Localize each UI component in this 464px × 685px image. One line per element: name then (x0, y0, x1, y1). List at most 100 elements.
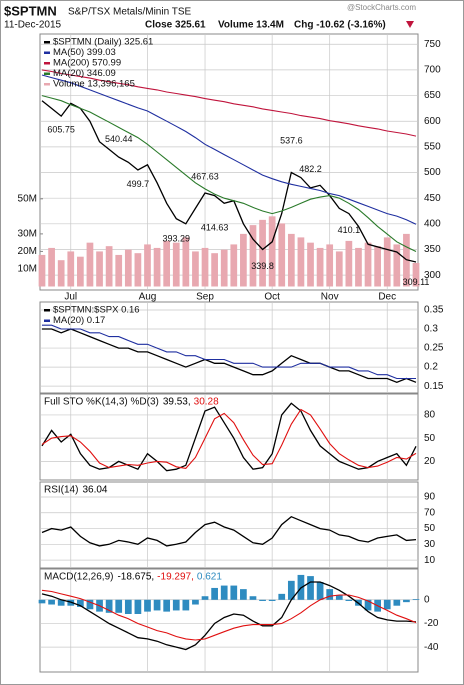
y-tick-label: 350 (424, 244, 441, 255)
price-annotation: 540.44 (105, 134, 133, 144)
panel-frame (39, 568, 419, 673)
bar (316, 247, 324, 287)
bar (383, 237, 391, 287)
panel-title: MACD(12,26,9) (44, 572, 113, 583)
bar (211, 253, 218, 287)
legend-entry: MA(50) 399.03 (53, 47, 116, 58)
y2-tick-label: 20M (18, 246, 37, 257)
bar (38, 599, 46, 604)
bar (326, 589, 334, 600)
legend-swatch (44, 83, 50, 86)
bar (307, 242, 314, 287)
bar (192, 251, 199, 287)
bar (144, 599, 151, 612)
bar (364, 242, 372, 287)
price-annotation: 339.8 (251, 261, 274, 271)
series-line (42, 324, 416, 380)
legend-entry: -19.297, (157, 572, 194, 583)
y-tick-label: 300 (424, 270, 441, 281)
x-tick-label: Jul (64, 292, 77, 303)
bar (403, 599, 410, 603)
series-line (41, 95, 417, 252)
bar (278, 593, 286, 600)
y2-tick-label: 30M (18, 229, 37, 240)
close: Close 325.61 (145, 20, 206, 31)
down-arrow (406, 21, 414, 28)
y-tick-label: 400 (424, 218, 441, 229)
bar (105, 599, 113, 613)
x-tick-label: Nov (321, 292, 339, 303)
y-tick-label: 20 (424, 456, 436, 467)
y-tick-label: 50 (424, 523, 436, 534)
bar (172, 599, 180, 611)
series-line (41, 408, 417, 469)
series-line (41, 69, 417, 137)
bar (163, 599, 171, 612)
y-tick-label: 0.35 (424, 305, 444, 316)
y-tick-label: 650 (424, 90, 441, 101)
bar (393, 244, 401, 287)
legend-swatch (44, 41, 50, 44)
price-annotation: 309.11 (403, 277, 430, 287)
panel-frame (39, 393, 419, 481)
panel-title: RSI(14) (44, 485, 78, 496)
bar (124, 249, 132, 287)
legend-swatch (44, 319, 50, 322)
legend-entry: $SPTMN:$SPX 0.16 (53, 305, 140, 316)
bar (335, 595, 343, 600)
series-line (41, 515, 417, 547)
bar (86, 599, 94, 610)
panel-frame (39, 301, 419, 394)
y-tick-label: 70 (424, 507, 436, 518)
bar (201, 596, 209, 600)
y-tick-label: 0.15 (424, 381, 444, 392)
bar (355, 247, 362, 287)
bar (335, 251, 343, 287)
price-annotation: 393.29 (162, 234, 190, 244)
y-tick-label: 10 (424, 555, 436, 566)
bar (316, 582, 324, 600)
legend-entry: MA(200) 570.99 (53, 58, 121, 69)
bar (57, 599, 65, 606)
price-annotation: 410.1 (338, 225, 361, 235)
bar (240, 233, 247, 287)
bar (412, 262, 420, 287)
y-tick-label: 80 (424, 410, 436, 421)
x-tick-label: Dec (378, 292, 396, 303)
bar (182, 599, 190, 611)
bar (220, 249, 228, 287)
legend-entry: 36.04 (82, 485, 107, 496)
bar (86, 242, 94, 287)
bar (345, 599, 353, 601)
bar (249, 596, 257, 600)
price-annotation: 537.6 (280, 136, 303, 146)
y-tick-label: 600 (424, 116, 441, 127)
legend-entry: 39.53, (163, 397, 191, 408)
watermark: @StockCharts.com (347, 3, 416, 12)
volume: Volume 13.4M (218, 20, 284, 31)
change: Chg -10.62 (-3.16%) (294, 20, 386, 31)
bar (163, 240, 171, 287)
legend-entry: $SPTMN (Daily) 325.61 (53, 37, 153, 48)
x-tick-label: Sep (196, 292, 214, 303)
legend-swatch (44, 62, 50, 65)
bar (383, 599, 391, 610)
price-annotation: 499.7 (127, 179, 150, 189)
y-tick-label: -20 (424, 618, 439, 629)
bar (297, 237, 305, 287)
y-tick-label: 750 (424, 39, 441, 50)
price-annotation: 414.63 (201, 223, 229, 233)
security-name: S&P/TSX Metals/Minin TSE (68, 7, 192, 18)
bar (259, 599, 266, 601)
bar (307, 576, 314, 600)
bar (211, 587, 218, 600)
bar (393, 599, 401, 606)
bar (182, 237, 190, 287)
bar (153, 247, 161, 287)
y-tick-label: 550 (424, 142, 441, 153)
bar (220, 585, 228, 600)
price-annotation: 482.2 (299, 164, 322, 174)
series-line (41, 100, 417, 263)
